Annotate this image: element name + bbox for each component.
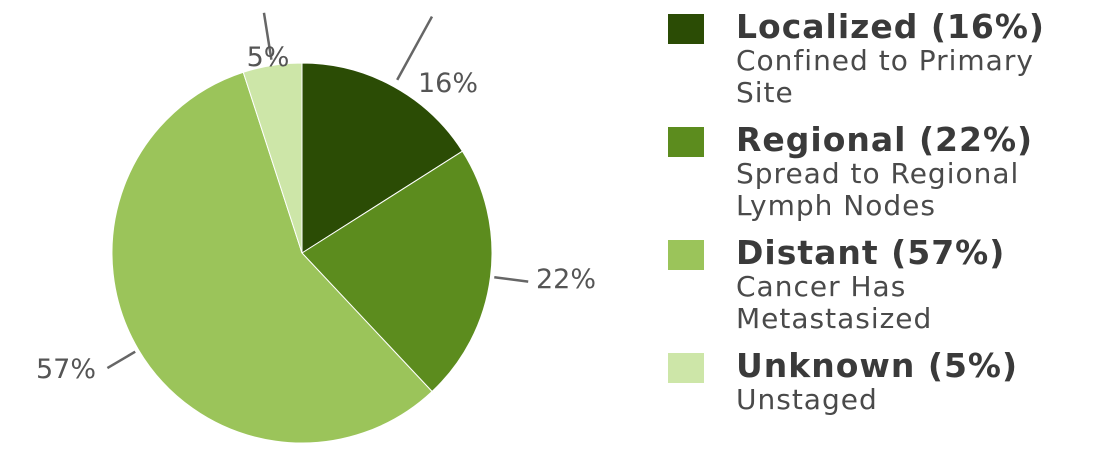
legend-description: Spread to Regional Lymph Nodes bbox=[736, 157, 1020, 222]
pie-slice-localized bbox=[301, 62, 464, 254]
data-label-unknown: 5% bbox=[247, 42, 290, 73]
legend-item-regional: Regional (22%) Spread to Regional Lymph … bbox=[668, 121, 1118, 222]
legend-swatch-localized bbox=[668, 14, 704, 44]
legend-title: Unknown (5%) bbox=[736, 346, 1019, 385]
legend-title: Localized (16%) bbox=[736, 7, 1046, 46]
leader-line-distant bbox=[106, 350, 136, 370]
legend: Localized (16%) Confined to Primary Site… bbox=[668, 8, 1118, 428]
legend-description: Confined to Primary Site bbox=[736, 44, 1034, 109]
leader-line-unknown bbox=[262, 12, 273, 60]
legend-title: Regional (22%) bbox=[736, 120, 1034, 159]
legend-title: Distant (57%) bbox=[736, 233, 1006, 272]
pie-slice-unknown bbox=[242, 62, 303, 254]
leader-line-localized bbox=[396, 15, 434, 81]
legend-swatch-distant bbox=[668, 240, 704, 270]
legend-swatch-unknown bbox=[668, 353, 704, 383]
legend-item-localized: Localized (16%) Confined to Primary Site bbox=[668, 8, 1118, 109]
data-label-localized: 16% bbox=[418, 68, 478, 99]
pie-slice-regional bbox=[301, 150, 493, 393]
leader-line-regional bbox=[494, 276, 529, 283]
pie-chart: 16% 22% 57% 5% bbox=[36, 12, 596, 444]
data-label-distant: 57% bbox=[36, 354, 96, 385]
legend-swatch-regional bbox=[668, 127, 704, 157]
data-label-regional: 22% bbox=[536, 264, 596, 295]
legend-description: Unstaged bbox=[736, 383, 878, 416]
pie-slice-distant bbox=[111, 71, 433, 444]
legend-description: Cancer Has Metastasized bbox=[736, 270, 933, 335]
legend-item-unknown: Unknown (5%) Unstaged bbox=[668, 347, 1118, 416]
legend-item-distant: Distant (57%) Cancer Has Metastasized bbox=[668, 234, 1118, 335]
